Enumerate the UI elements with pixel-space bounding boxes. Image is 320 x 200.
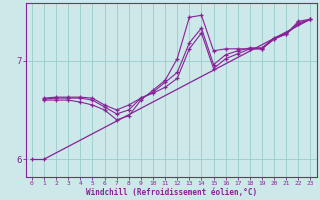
X-axis label: Windchill (Refroidissement éolien,°C): Windchill (Refroidissement éolien,°C) — [86, 188, 257, 197]
